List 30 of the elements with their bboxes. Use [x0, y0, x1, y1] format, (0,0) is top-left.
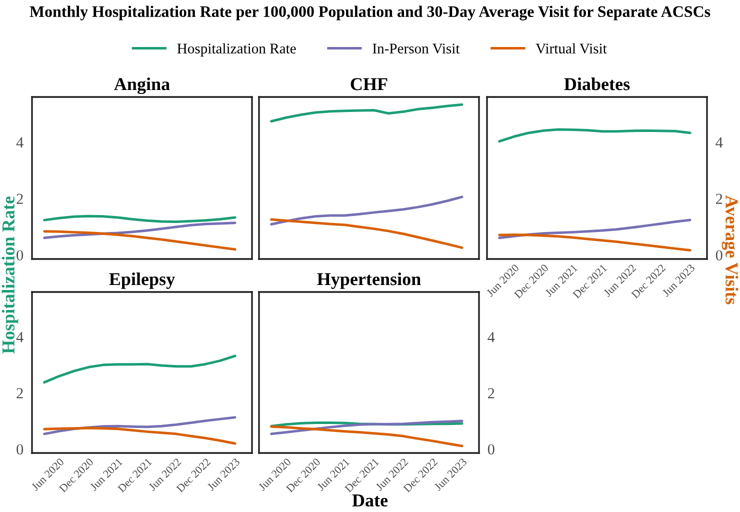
y-tick-label: 2 [16, 194, 23, 204]
y-tick-label: 4 [16, 137, 24, 148]
y-tick-label: 0 [488, 444, 494, 455]
legend-label: In-Person Visit [372, 44, 460, 54]
x-axis-title: Date [352, 494, 388, 507]
chart-title: Hypertension [317, 272, 421, 289]
line-series [498, 128, 692, 143]
y-tick-label: 0 [16, 250, 24, 260]
y-tick-label: 2 [16, 388, 23, 398]
y-axis-title: Average Visits [722, 195, 738, 304]
line-series [270, 425, 464, 448]
line-series [498, 233, 692, 252]
chart-title: Angina [114, 78, 170, 94]
line-series [270, 420, 464, 436]
y-tick-label: 4 [16, 332, 24, 342]
chart-title: Epilepsy [109, 272, 175, 289]
text: Monthly Hospitalization Rate per 100,000 Population and 30-Day Average Visit for Separate ACSCs [30, 6, 710, 20]
y-tick-label: 2 [716, 194, 722, 204]
y-tick-label: 4 [716, 137, 723, 148]
y-tick-label: 0 [16, 444, 24, 455]
legend-label: Hospitalization Rate [177, 43, 296, 56]
y-tick-label: 2 [488, 388, 494, 398]
y-tick-label: 4 [488, 332, 495, 342]
legend-label: Virtual Visit [536, 43, 607, 54]
y-tick-label: 0 [716, 250, 722, 260]
line-series [43, 426, 236, 445]
chart-title: Diabetes [564, 78, 630, 90]
line-series [43, 230, 236, 251]
line-series [43, 354, 236, 384]
chart-title: CHF [350, 78, 388, 90]
